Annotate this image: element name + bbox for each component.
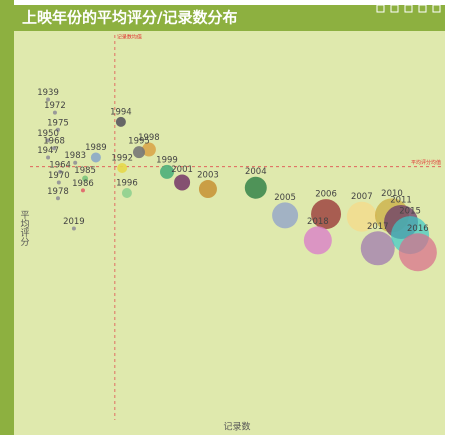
- tool-icon[interactable]: [404, 4, 413, 13]
- point-label: 1992: [111, 153, 133, 163]
- bubble: [52, 146, 57, 151]
- point-label: 2010: [381, 189, 403, 199]
- point-label: 1968: [43, 137, 65, 147]
- point-label: 2018: [307, 217, 329, 227]
- point-label: 2011: [390, 195, 412, 205]
- y-axis-label-text: 平均评分: [19, 210, 30, 247]
- bubble: [58, 169, 63, 174]
- bubble: [52, 110, 57, 115]
- chart-title: 上映年份的平均评分/记录数分布: [22, 9, 237, 27]
- mean-line-label: 记录数均值: [117, 34, 142, 41]
- point-label: 1985: [74, 166, 96, 176]
- point-label: 1989: [85, 143, 107, 153]
- point-label: 2016: [407, 224, 429, 234]
- bubble: [174, 174, 191, 191]
- bubble: [244, 176, 267, 199]
- bubble: [121, 188, 132, 198]
- bubble: [311, 199, 342, 230]
- bubble: [80, 188, 85, 193]
- bubble: [46, 155, 51, 160]
- point-label: 1994: [110, 107, 132, 117]
- tool-icon[interactable]: [390, 4, 399, 13]
- title-bar: [14, 5, 445, 31]
- point-label: 1975: [47, 118, 69, 128]
- bubble: [198, 180, 217, 199]
- point-label: 1983: [64, 151, 86, 161]
- tool-icon[interactable]: [418, 4, 427, 13]
- bubble: [55, 127, 60, 132]
- point-label: 2015: [399, 207, 421, 217]
- bubble: [346, 201, 377, 232]
- bubble: [115, 116, 126, 127]
- point-label: 2019: [63, 217, 85, 227]
- tool-icon[interactable]: [376, 4, 385, 13]
- point-label: 1950: [37, 129, 59, 139]
- point-label: 1970: [48, 171, 70, 181]
- point-label: 2001: [171, 165, 193, 175]
- point-label: 1978: [47, 187, 69, 197]
- point-label: 2007: [351, 192, 373, 202]
- bubble: [132, 146, 145, 159]
- bubble: [56, 180, 61, 185]
- side-strip: [0, 0, 14, 435]
- bubble: [117, 162, 128, 173]
- point-label: 1986: [72, 179, 94, 189]
- y-axis-label: 平均评分: [19, 210, 30, 247]
- toolbar[interactable]: [376, 4, 441, 13]
- point-label: 1996: [116, 179, 138, 189]
- bubble: [398, 233, 437, 272]
- point-label: 1964: [49, 160, 71, 170]
- bubble: [141, 142, 156, 157]
- bubble: [73, 160, 78, 165]
- bubble: [46, 138, 51, 143]
- bubble: [160, 164, 175, 179]
- point-label: 1998: [138, 133, 160, 143]
- bubble: [272, 202, 299, 229]
- point-label: 1995: [128, 137, 150, 147]
- point-label: 2004: [245, 167, 267, 177]
- bubble: [90, 152, 101, 163]
- point-label: 1939: [37, 88, 59, 98]
- point-label: 1972: [44, 101, 66, 111]
- bubble: [82, 175, 89, 182]
- point-label: 2003: [197, 171, 219, 181]
- point-label: 1999: [156, 155, 178, 165]
- bubble: [71, 226, 76, 231]
- mean-line-label: 平均评分均值: [411, 159, 441, 166]
- point-label: 2005: [274, 193, 296, 203]
- point-label: 2017: [367, 222, 389, 232]
- point-label: 2006: [315, 190, 337, 200]
- bubble: [303, 226, 332, 255]
- point-label: 1947: [37, 146, 59, 156]
- tool-icon[interactable]: [432, 4, 441, 13]
- bubble: [46, 97, 51, 102]
- x-axis-label: 记录数: [223, 421, 250, 433]
- bubble: [360, 231, 395, 266]
- bubble: [55, 196, 60, 201]
